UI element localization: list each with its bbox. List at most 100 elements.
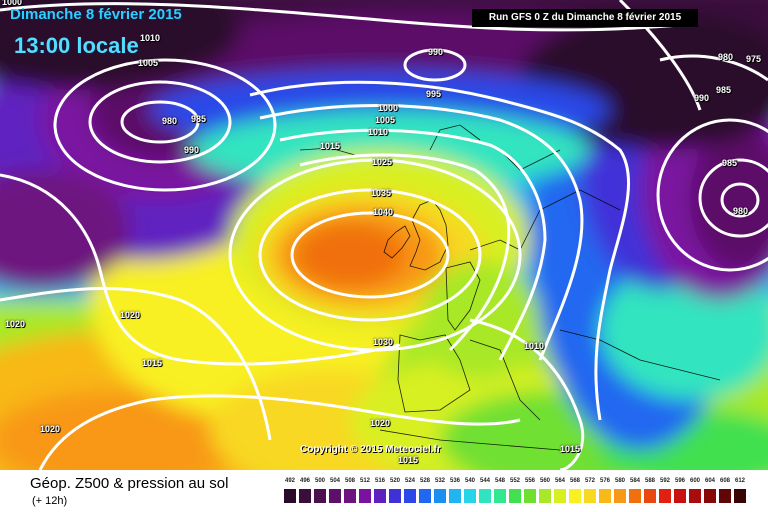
scale-label: 588: [644, 478, 655, 484]
scale-swatch: [584, 489, 596, 503]
scale-label: 516: [374, 478, 385, 484]
isobar-label: 995: [426, 89, 442, 99]
scale-label: 572: [584, 478, 595, 484]
scale-swatch: [554, 489, 566, 503]
copyright-text: Copyright © 2015 Meteociel.fr: [300, 444, 441, 455]
scale-label: 528: [419, 478, 430, 484]
scale-swatch: [704, 489, 716, 503]
scale-label: 552: [509, 478, 520, 484]
isobar-label: 1015: [560, 444, 581, 454]
isobar-label: 975: [746, 54, 762, 64]
scale-label: 524: [404, 478, 415, 484]
scale-label: 504: [329, 478, 340, 484]
isobar-label: 1020: [370, 418, 391, 428]
isobar-label: 1000: [2, 0, 23, 7]
scale-swatch: [449, 489, 461, 503]
scale-swatch: [479, 489, 491, 503]
scale-swatch: [569, 489, 581, 503]
scale-label: 500: [314, 478, 325, 484]
isobar-label: 1035: [371, 188, 392, 198]
isobar-label: 1010: [524, 341, 545, 351]
scale-label: 532: [434, 478, 445, 484]
isobar-label: 1020: [120, 310, 141, 320]
isobar-label: 1000: [378, 103, 399, 113]
isobar-label: 990: [184, 145, 200, 155]
scale-label: 608: [719, 478, 730, 484]
scale-swatch: [644, 489, 656, 503]
date-title: Dimanche 8 février 2015: [10, 6, 182, 23]
geopotential-map: [0, 0, 768, 470]
scale-label: 540: [464, 478, 475, 484]
scale-swatch: [374, 489, 386, 503]
scale-label: 580: [614, 478, 625, 484]
scale-label: 536: [449, 478, 460, 484]
scale-label: 604: [704, 478, 715, 484]
scale-swatch: [509, 489, 521, 503]
scale-swatch: [284, 489, 296, 503]
scale-label: 596: [674, 478, 685, 484]
legend-subtitle: (+ 12h): [32, 495, 68, 507]
scale-swatch: [419, 489, 431, 503]
color-scale: 492 496 500 504 508 512 516 520 524 528 532 536 540 5…: [284, 478, 752, 506]
scale-label: 496: [299, 478, 310, 484]
legend-title: Géop. Z500 & pression au sol: [30, 475, 229, 492]
scale-swatch: [614, 489, 626, 503]
isobar-label: 990: [428, 47, 444, 57]
scale-swatch: [659, 489, 671, 503]
scale-swatch: [359, 489, 371, 503]
scale-swatch: [434, 489, 446, 503]
isobar-label: 1025: [372, 157, 393, 167]
scale-swatch: [539, 489, 551, 503]
scale-swatch: [524, 489, 536, 503]
scale-swatch: [389, 489, 401, 503]
isobar-label: 990: [694, 93, 710, 103]
isobar-label: 1015: [398, 455, 419, 465]
isobar-label: 985: [722, 158, 738, 168]
scale-label: 612: [734, 478, 745, 484]
scale-swatch: [299, 489, 311, 503]
scale-label: 520: [389, 478, 400, 484]
isobar-label: 985: [716, 85, 732, 95]
isobar-label: 1020: [5, 319, 26, 329]
scale-swatch: [719, 489, 731, 503]
scale-label: 508: [344, 478, 355, 484]
isobar-label: 1005: [138, 58, 159, 68]
isobar-label: 985: [191, 114, 207, 124]
time-title: 13:00 locale: [14, 33, 139, 58]
scale-swatch: [329, 489, 341, 503]
scale-swatch: [344, 489, 356, 503]
scale-label: 576: [599, 478, 610, 484]
scale-swatch: [314, 489, 326, 503]
isobar-label: 1010: [368, 127, 389, 137]
isobar-label: 1010: [140, 33, 161, 43]
scale-swatch: [599, 489, 611, 503]
scale-swatch: [674, 489, 686, 503]
scale-swatch: [494, 489, 506, 503]
scale-label: 492: [284, 478, 295, 484]
scale-label: 600: [689, 478, 700, 484]
isobar-label: 1020: [40, 424, 61, 434]
scale-swatch: [629, 489, 641, 503]
isobar-label: 1015: [142, 358, 163, 368]
scale-label: 560: [539, 478, 550, 484]
isobar-label: 980: [733, 206, 749, 216]
scale-label: 544: [479, 478, 490, 484]
scale-swatch: [734, 489, 746, 503]
scale-swatch: [689, 489, 701, 503]
scale-label: 564: [554, 478, 565, 484]
scale-label: 584: [629, 478, 640, 484]
scale-label: 592: [659, 478, 670, 484]
isobar-label: 1015: [320, 141, 341, 151]
isobar-label: 1040: [373, 207, 394, 217]
scale-label: 512: [359, 478, 370, 484]
run-info-label: Run GFS 0 Z du Dimanche 8 février 2015: [472, 9, 698, 27]
scale-swatch: [464, 489, 476, 503]
scale-label: 556: [524, 478, 535, 484]
isobar-label: 980: [718, 52, 734, 62]
isobar-label: 980: [162, 116, 178, 126]
scale-label: 548: [494, 478, 505, 484]
isobar-label: 1005: [375, 115, 396, 125]
isobar-label: 1030: [373, 337, 394, 347]
scale-label: 568: [569, 478, 580, 484]
